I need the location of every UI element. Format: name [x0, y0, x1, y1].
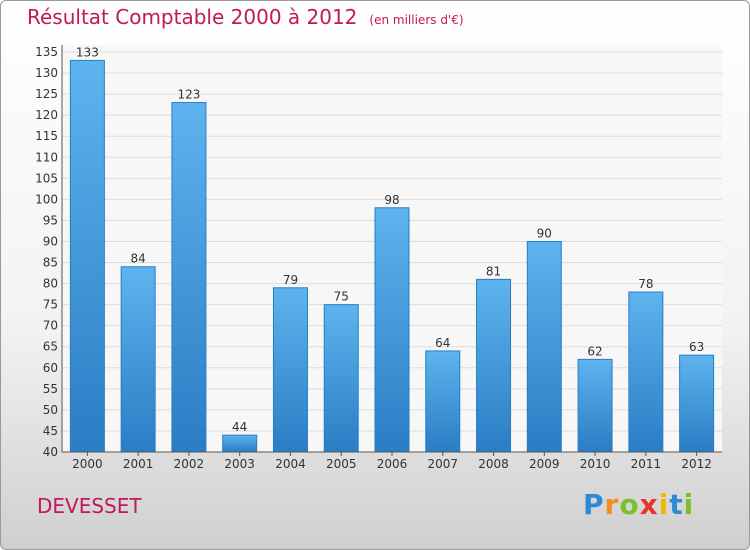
x-tick-label: 2007: [427, 457, 458, 471]
bar: [628, 291, 664, 453]
y-tick-label: 120: [35, 108, 58, 122]
bar-value-label: 62: [587, 344, 602, 358]
proxiti-logo: Proxiti: [583, 488, 694, 521]
bar-value-label: 78: [638, 277, 653, 291]
bar-value-label: 84: [131, 252, 146, 266]
logo-letter: t: [669, 488, 684, 521]
bar: [69, 59, 105, 453]
bar: [120, 266, 156, 453]
bar: [323, 304, 359, 453]
bar-value-label: 75: [334, 290, 349, 304]
y-tick-label: 75: [43, 298, 58, 312]
bar: [222, 434, 258, 453]
bar-value-label: 133: [76, 45, 99, 59]
bar: [526, 240, 562, 453]
bar-value-label: 98: [384, 193, 399, 207]
chart-title: Résultat Comptable 2000 à 2012 (en millie…: [27, 5, 464, 29]
y-tick-label: 70: [43, 319, 58, 333]
bar: [374, 207, 410, 453]
x-axis: 2000 2001 2002 2003 2004 2005 2006 2007 2008 2009…: [62, 451, 722, 471]
bar: [425, 350, 461, 453]
y-tick-label: 50: [43, 403, 58, 417]
y-tick-label: 40: [43, 445, 58, 459]
y-tick-label: 110: [35, 150, 58, 164]
y-tick-label: 135: [35, 45, 58, 59]
bar-value-label: 79: [283, 273, 298, 287]
bar-value-label: 64: [435, 336, 450, 350]
x-tick-label: 2008: [478, 457, 509, 471]
x-tick-label: 2000: [72, 457, 103, 471]
place-name: DEVESSET: [37, 494, 142, 518]
x-tick-label: 2012: [681, 457, 712, 471]
bars: 133 84 123 44 79 75 98 64 81 90 62 78 63: [69, 45, 715, 453]
y-axis: 40 45 50 55 60 65 70 75 80 85 90 95 100 105 110 115 120 1…: [35, 45, 63, 459]
bar: [577, 358, 613, 453]
bar-value-label: 90: [537, 226, 552, 240]
bar-value-label: 81: [486, 264, 501, 278]
bar: [679, 354, 715, 453]
x-tick-label: 2006: [377, 457, 408, 471]
logo-letter: i: [683, 488, 695, 521]
x-tick-label: 2002: [174, 457, 205, 471]
x-tick-label: 2005: [326, 457, 357, 471]
y-tick-label: 115: [35, 129, 58, 143]
y-tick-label: 100: [35, 192, 58, 206]
logo-letter: x: [639, 488, 659, 521]
x-tick-label: 2011: [631, 457, 662, 471]
logo-letter: i: [658, 488, 670, 521]
y-tick-label: 125: [35, 87, 58, 101]
x-tick-label: 2003: [224, 457, 255, 471]
bar: [171, 102, 207, 453]
x-tick-label: 2004: [275, 457, 306, 471]
y-tick-label: 80: [43, 277, 58, 291]
logo-letter: P: [583, 488, 605, 521]
x-tick-label: 2009: [529, 457, 560, 471]
y-tick-label: 95: [43, 213, 58, 227]
logo-letter: o: [619, 488, 640, 521]
bar-value-label: 44: [232, 420, 247, 434]
logo-letter: r: [604, 488, 620, 521]
bar-value-label: 123: [177, 88, 200, 102]
bar: [272, 287, 308, 453]
y-tick-label: 60: [43, 361, 58, 375]
x-tick-label: 2010: [580, 457, 611, 471]
y-tick-label: 55: [43, 382, 58, 396]
y-tick-label: 130: [35, 66, 58, 80]
bar-value-label: 63: [689, 340, 704, 354]
bar: [476, 278, 512, 453]
y-tick-label: 45: [43, 424, 58, 438]
y-tick-label: 90: [43, 234, 58, 248]
y-tick-label: 105: [35, 171, 58, 185]
chart-subtitle: (en milliers d'€): [369, 13, 464, 27]
x-tick-label: 2001: [123, 457, 154, 471]
y-tick-label: 65: [43, 340, 58, 354]
y-tick-label: 85: [43, 256, 58, 270]
chart-title-text: Résultat Comptable 2000 à 2012: [27, 5, 358, 29]
